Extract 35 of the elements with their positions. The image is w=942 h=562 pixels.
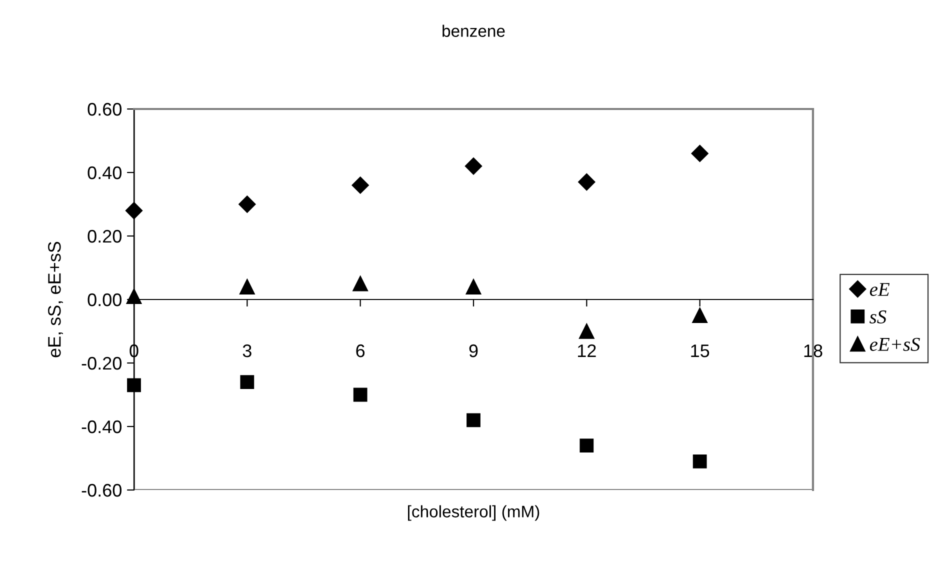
y-tick-label: 0.60 (88, 102, 122, 116)
point (353, 388, 368, 402)
point (692, 308, 708, 324)
x-tick-label: 6 (356, 344, 365, 358)
y-tick-label: 0.40 (88, 166, 122, 180)
point (240, 375, 254, 389)
point (579, 324, 594, 339)
x-tick-label: 9 (469, 344, 478, 358)
point (127, 378, 141, 392)
x-tick-label: 18 (804, 344, 822, 358)
legend-label: eE (870, 283, 890, 296)
legend-label: sS (870, 310, 886, 324)
point (352, 176, 369, 194)
point (238, 196, 256, 213)
point (692, 454, 707, 468)
point (240, 279, 255, 294)
y-tick-label: 0.00 (88, 293, 122, 306)
y-tick-label: 0.20 (88, 230, 122, 243)
point (466, 279, 482, 294)
point (464, 158, 482, 175)
point (466, 413, 480, 428)
x-tick-label: 12 (578, 344, 596, 358)
y-tick-label: -0.20 (82, 356, 122, 370)
x-axis-title: [cholesterol] (mM) (408, 505, 540, 521)
point (352, 276, 368, 292)
point (691, 144, 708, 162)
legend-label: eE+sS (870, 338, 920, 351)
y-tick-label: -0.60 (82, 484, 122, 497)
x-tick-label: 15 (691, 344, 710, 358)
y-axis-title: eE, sS, eE+sS (48, 242, 63, 358)
chart-title: benzene (442, 24, 505, 37)
point (580, 438, 594, 452)
x-tick-label: 3 (242, 344, 252, 358)
point (578, 173, 596, 191)
y-tick-label: -0.40 (82, 420, 122, 434)
